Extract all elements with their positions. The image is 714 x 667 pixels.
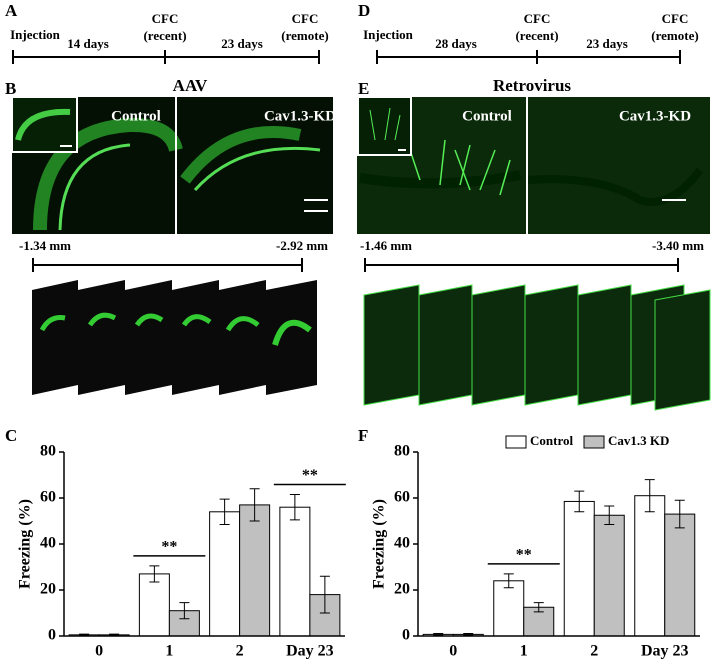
timeline-label: (recent) (143, 28, 186, 43)
panel-title: AAV (173, 76, 208, 95)
legend-label: Control (530, 433, 573, 448)
timeline-label: CFC (662, 11, 689, 26)
panel-letter: E (358, 79, 369, 98)
bar (634, 495, 666, 637)
timeline-label: Injection (10, 27, 61, 42)
slice-stack (363, 284, 711, 411)
timeline-label: CFC (152, 11, 179, 26)
legend-swatch (583, 435, 605, 449)
bar (209, 511, 241, 637)
bar (138, 573, 170, 637)
bar (493, 580, 525, 637)
error-bar (249, 488, 260, 522)
error-bar (574, 490, 585, 513)
x-tick-label: 1 (520, 643, 528, 660)
timeline-label: (remote) (651, 28, 698, 43)
error-bar (179, 602, 190, 620)
panel-letter: D (358, 1, 370, 20)
error-bar (149, 565, 160, 583)
timeline-label: CFC (524, 11, 551, 26)
timeline-label: (recent) (515, 28, 558, 43)
bar (664, 513, 696, 637)
bar (593, 514, 625, 637)
y-tick-label: 40 (40, 535, 56, 552)
micrograph (11, 96, 333, 234)
coordinate-label: -1.46 mm (360, 238, 412, 253)
timeline-label: CFC (292, 11, 319, 26)
error-bar (644, 479, 655, 513)
timeline-label: Injection (363, 27, 414, 42)
x-tick-label: 2 (236, 643, 244, 660)
timeline-label: 14 days (67, 36, 109, 51)
y-tick-label: 80 (40, 443, 56, 460)
x-tick-label: 0 (449, 643, 457, 660)
y-tick-label: 60 (394, 489, 410, 506)
timeline-label: 23 days (221, 36, 263, 51)
panel-letter: C (5, 426, 17, 445)
timeline-label: 28 days (435, 36, 477, 51)
x-tick-label: 0 (95, 643, 103, 660)
legend-swatch (505, 435, 527, 449)
error-bar (289, 494, 300, 521)
y-tick-label: 20 (394, 581, 410, 598)
timeline (12, 50, 320, 64)
y-tick-label: 40 (394, 535, 410, 552)
panel-title: Retrovirus (493, 76, 571, 95)
x-tick-label: 2 (590, 643, 598, 660)
error-bar (503, 573, 514, 589)
range-line (364, 258, 679, 272)
error-bar (674, 499, 685, 529)
y-tick-label: 60 (40, 489, 56, 506)
y-axis-label: Freezing (%) (371, 499, 388, 589)
timeline-label: (remote) (281, 28, 328, 43)
image-label: Control (111, 108, 161, 124)
error-bar (533, 602, 544, 613)
y-axis-label: Freezing (%) (17, 499, 34, 589)
error-bar (319, 575, 330, 614)
panel-letter: A (5, 1, 18, 20)
x-tick-label: Day 23 (286, 643, 334, 660)
bar (239, 504, 271, 637)
range-line (32, 258, 303, 272)
panel-letter: F (358, 426, 368, 445)
timeline (376, 50, 681, 64)
slice-stack (32, 280, 317, 395)
bar (563, 500, 595, 637)
y-tick-label: 0 (48, 627, 56, 644)
coordinate-label: -2.92 mm (276, 238, 328, 253)
timeline-label: 23 days (586, 36, 628, 51)
y-tick-label: 80 (394, 443, 410, 460)
micrograph (357, 96, 710, 234)
coordinate-label: -1.34 mm (19, 238, 71, 253)
image-label: Cav1.3-KD (619, 108, 691, 124)
coordinate-label: -3.40 mm (652, 238, 704, 253)
error-bar (604, 505, 615, 525)
panel-letter: B (5, 79, 16, 98)
image-label: Cav1.3-KD (264, 108, 336, 124)
image-label: Control (462, 108, 512, 124)
bar (279, 506, 311, 637)
x-tick-label: Day 23 (641, 643, 689, 660)
significance-label: ** (516, 547, 532, 564)
y-tick-label: 0 (402, 627, 410, 644)
legend-label: Cav1.3 KD (608, 433, 669, 448)
significance-label: ** (302, 467, 318, 484)
x-tick-label: 1 (165, 643, 173, 660)
significance-label: ** (161, 539, 177, 556)
error-bar (219, 498, 230, 525)
y-tick-label: 20 (40, 581, 56, 598)
